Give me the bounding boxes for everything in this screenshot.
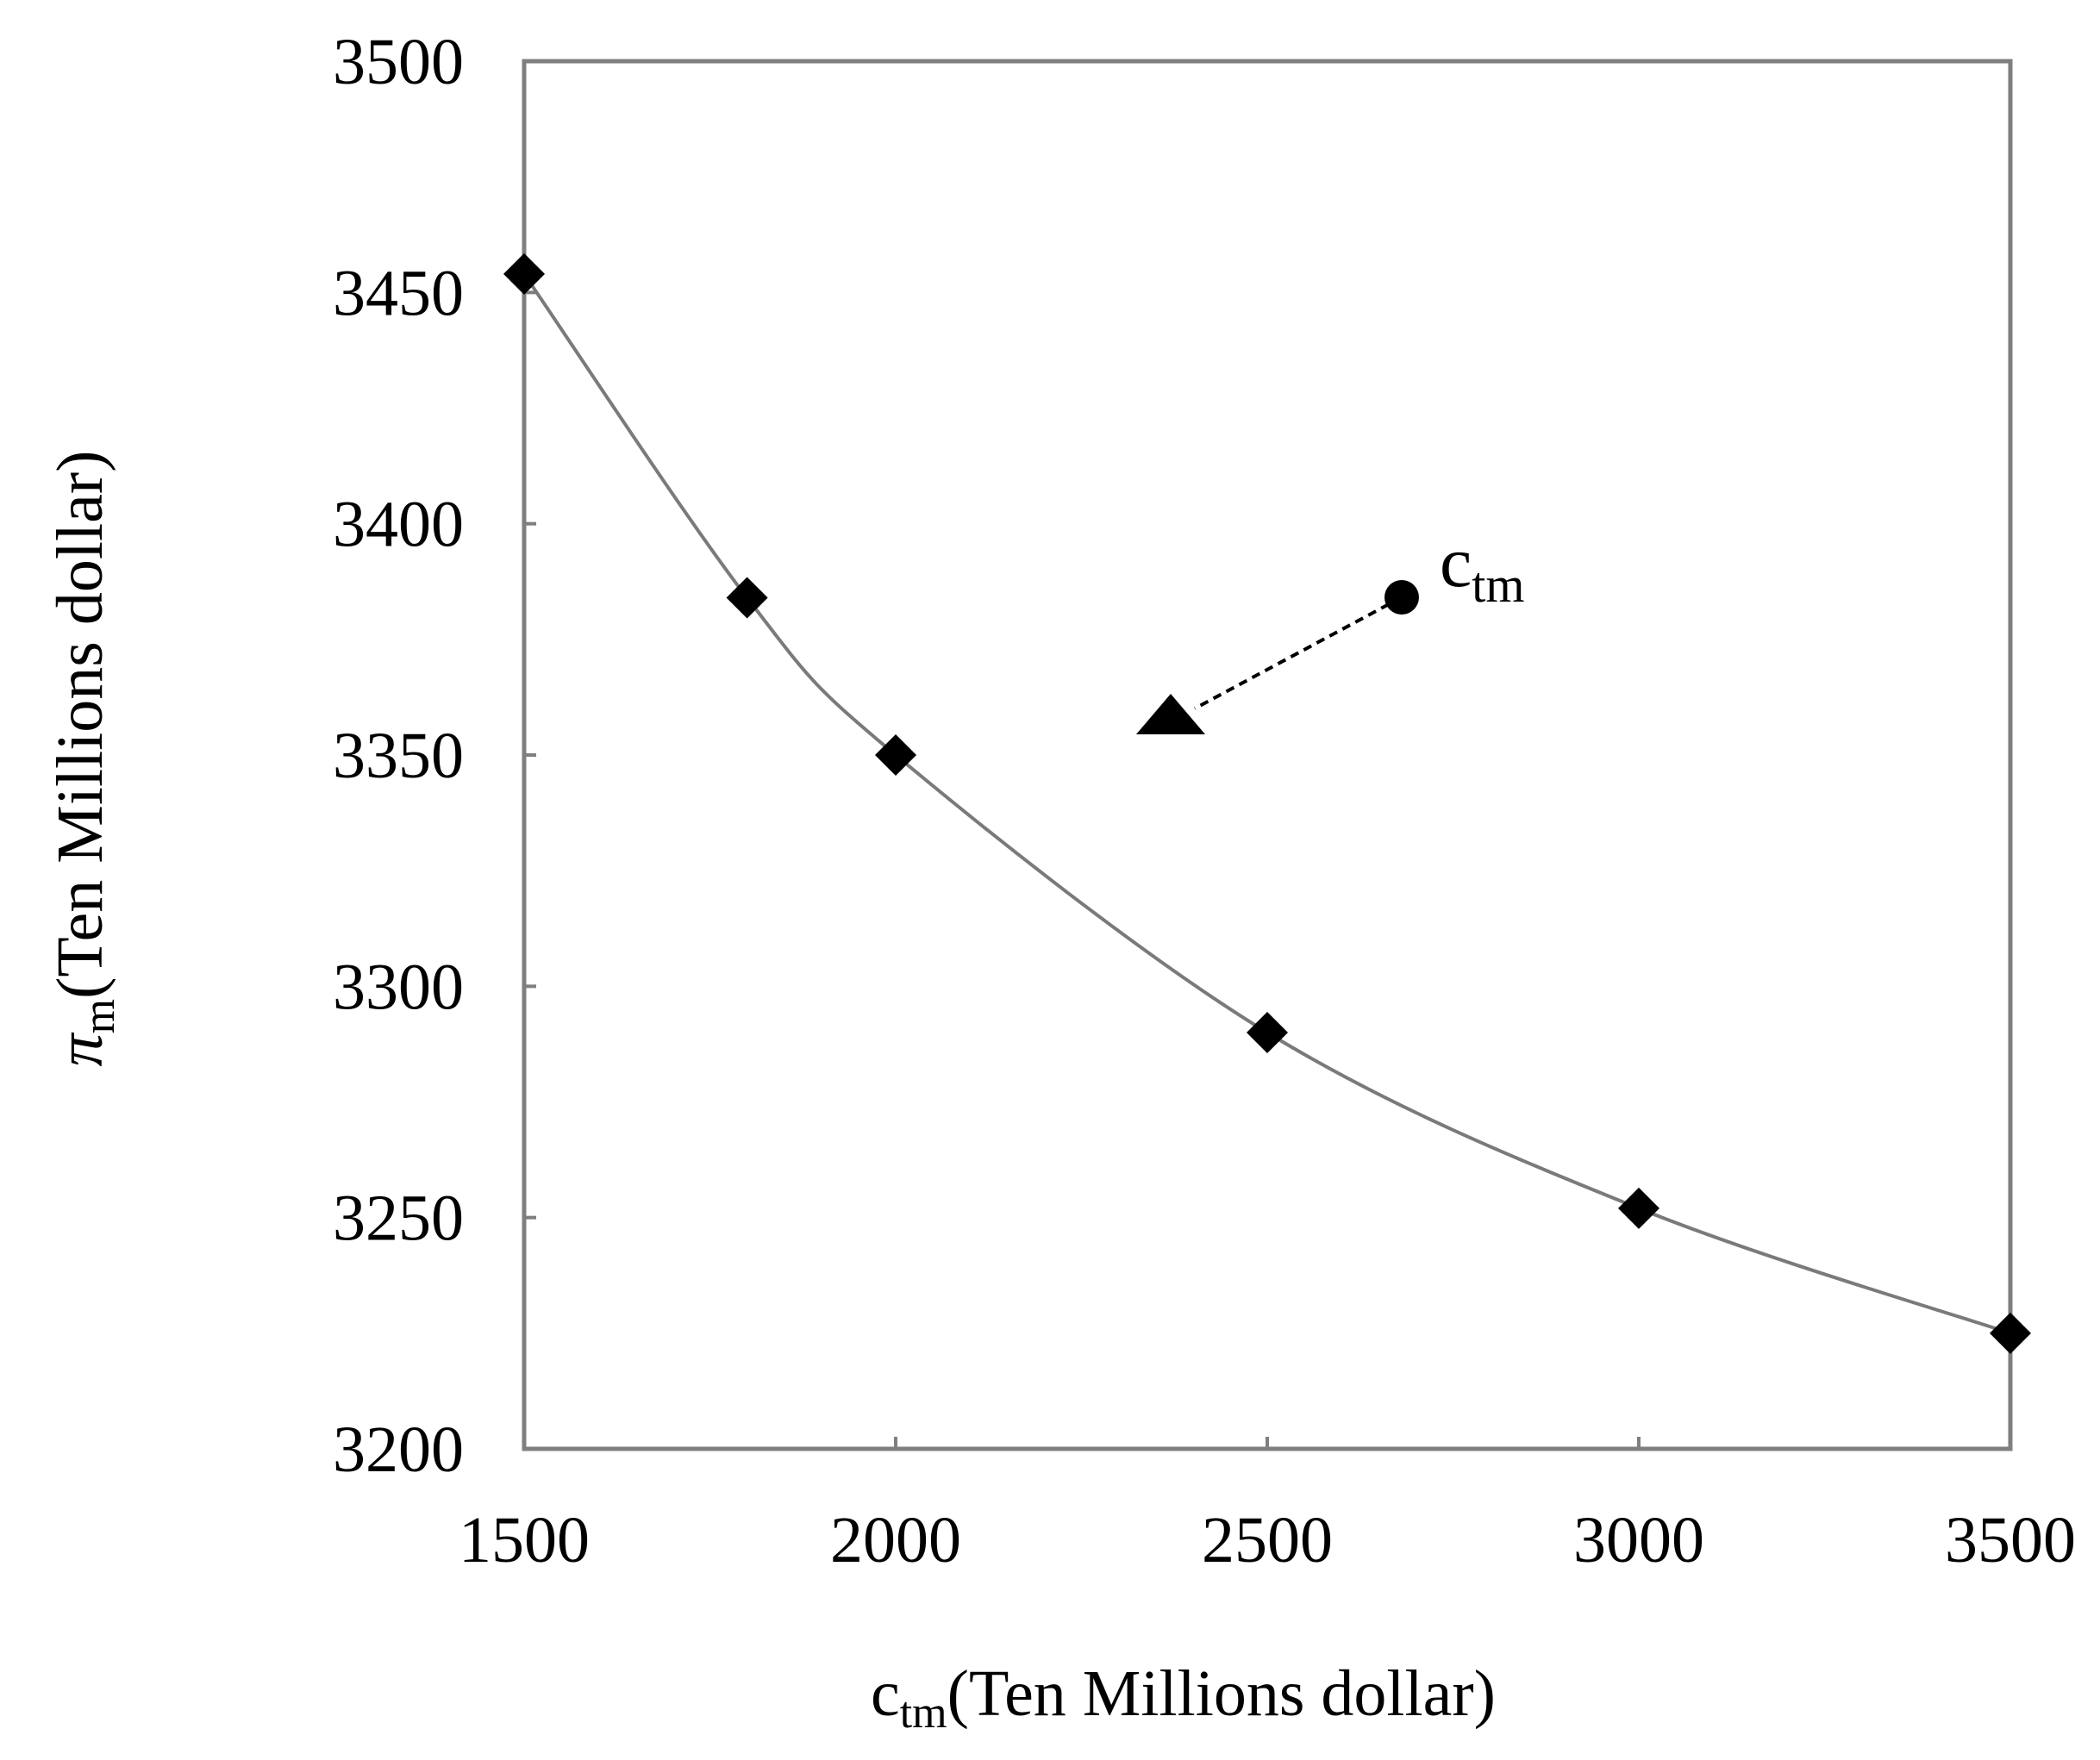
annotation-label-subscript: tm	[1472, 557, 1524, 613]
x-axis-title: ctm(Ten Millions dollar)	[871, 1657, 1496, 1738]
y-tick-label: 3250	[333, 1183, 464, 1255]
y-axis-title-symbol: π	[44, 1032, 116, 1066]
y-tick-label: 3300	[333, 951, 464, 1023]
x-tick-label: 1500	[459, 1504, 590, 1576]
annotation-label: ctm	[1440, 522, 1525, 613]
y-tick-label: 3500	[333, 26, 464, 98]
annotation-triangle-icon	[1136, 694, 1205, 734]
y-axis-title-subscript: m	[75, 999, 124, 1033]
x-axis-ticks: 1500 2000 2500 3000 3500	[459, 1437, 2076, 1576]
y-tick-label: 3450	[333, 257, 464, 329]
series-line	[522, 272, 2011, 1335]
annotation-dashed-line	[1194, 596, 1403, 710]
data-point-marker	[726, 577, 768, 619]
x-tick-label: 3000	[1573, 1504, 1704, 1576]
annotation-label-symbol: c	[1440, 522, 1472, 602]
x-tick-label: 2000	[830, 1504, 961, 1576]
y-axis-title: πm(Ten Millions dollar)	[44, 451, 124, 1067]
x-axis-title-subscript: tm	[900, 1688, 947, 1738]
data-point-marker	[1247, 1012, 1288, 1053]
x-tick-label: 3500	[1945, 1504, 2076, 1576]
annotation-circle-icon	[1384, 580, 1419, 615]
plot-area-frame	[522, 59, 2013, 1451]
y-tick-label: 3400	[333, 489, 464, 561]
x-axis-title-unit: (Ten Millions dollar)	[947, 1657, 1496, 1730]
y-axis-title-unit: (Ten Millions dollar)	[44, 451, 116, 999]
y-tick-label: 3200	[333, 1414, 464, 1486]
y-tick-label: 3350	[333, 720, 464, 792]
annotation-arrow	[1136, 580, 1419, 734]
series-markers	[503, 253, 2031, 1354]
x-axis-title-symbol: c	[871, 1657, 900, 1730]
data-point-marker	[1618, 1187, 1659, 1229]
data-point-marker	[503, 253, 545, 295]
data-point-marker	[1990, 1312, 2031, 1354]
data-point-marker	[875, 734, 916, 776]
y-axis-ticks: 3200 3250 3300 3350 3400 3450 3500	[333, 26, 536, 1486]
x-tick-label: 2500	[1202, 1504, 1333, 1576]
